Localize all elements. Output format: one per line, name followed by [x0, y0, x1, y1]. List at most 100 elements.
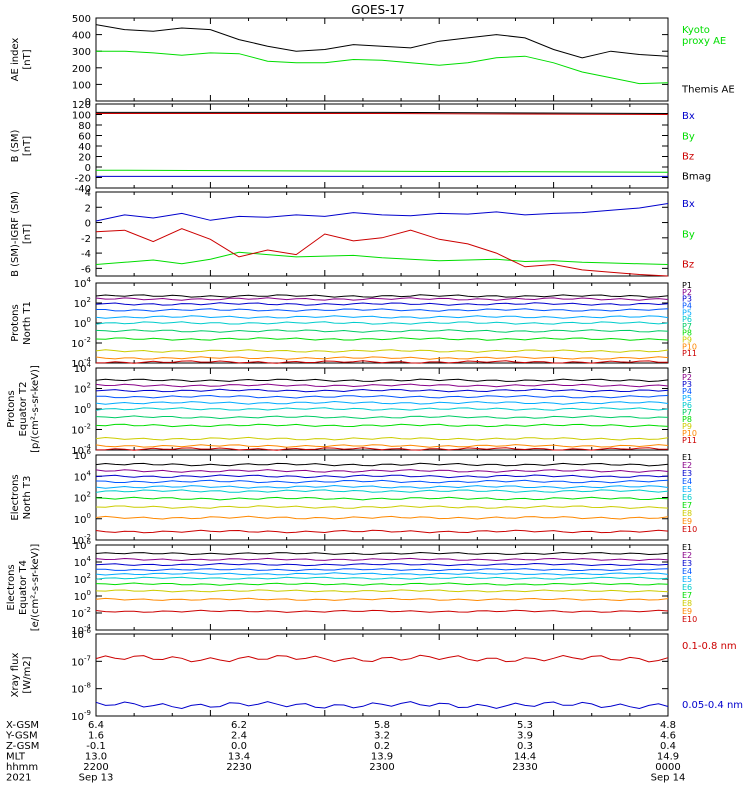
- series-pnorth-p2: [95, 297, 669, 301]
- y-tick-label: 500: [72, 14, 91, 25]
- ephemeris-value: 14.4: [514, 752, 536, 763]
- legend-label: E3: [682, 469, 692, 478]
- legend-label: Themis AE: [681, 85, 735, 96]
- y-tick-label: 100: [72, 80, 91, 91]
- series-enorth-e10: [95, 529, 669, 534]
- series-pnorth-p9: [95, 349, 669, 353]
- ephemeris-value: 2330: [512, 762, 537, 773]
- ephemeris-value: 5.8: [374, 720, 390, 731]
- y-tick-label: 0: [85, 163, 91, 174]
- y-tick-label: 40: [78, 142, 91, 153]
- legend-label: P3: [682, 295, 692, 304]
- legend-label: E1: [682, 453, 692, 462]
- series-enorth-e8: [95, 505, 669, 509]
- series-bsm-bmag: [96, 111, 669, 114]
- ephemeris-value: Sep 14: [651, 773, 686, 784]
- legend-label: P9: [682, 422, 692, 431]
- legend-label: P5: [682, 308, 692, 317]
- ephemeris-label: X-GSM: [6, 720, 39, 731]
- series-ae-kyoto-proxy-ae: [96, 50, 669, 85]
- legend-label: E2: [682, 551, 692, 560]
- legend-label: E7: [682, 501, 692, 510]
- y-tick-label: 104: [74, 469, 92, 483]
- series-eequator-e3: [95, 562, 669, 567]
- ephemeris-value: 5.3: [517, 720, 533, 731]
- series-pequator-p6: [95, 407, 669, 411]
- legend-label: P4: [682, 301, 692, 310]
- legend-label: E5: [682, 485, 692, 494]
- legend-label: E8: [682, 599, 692, 608]
- series-enorth-e7: [95, 496, 669, 501]
- series-pnorth-p7: [95, 329, 669, 333]
- y-tick-label: 102: [74, 382, 91, 396]
- y-axis-label: North T1: [22, 301, 33, 345]
- y-tick-label: 200: [72, 64, 91, 75]
- legend-label: Bx: [682, 111, 695, 122]
- series-pequator-p11: [95, 447, 669, 451]
- legend-label: P1: [682, 281, 692, 290]
- legend-label: E7: [682, 591, 692, 600]
- y-tick-label: 60: [78, 132, 91, 143]
- y-tick-label: 100: [74, 512, 91, 526]
- ephemeris-value: 13.4: [228, 752, 250, 763]
- ephemeris-value: 2.4: [231, 731, 247, 742]
- ephemeris-label: MLT: [6, 752, 26, 763]
- series-eequator-e7: [95, 582, 669, 586]
- ephemeris-value: 13.0: [85, 752, 107, 763]
- legend-label: E4: [682, 567, 692, 576]
- series-enorth-e5: [95, 484, 669, 489]
- legend-label: E9: [682, 517, 692, 526]
- y-tick-label: 20: [78, 153, 91, 164]
- legend-label: P8: [682, 329, 692, 338]
- ephemeris-value: 14.9: [657, 752, 679, 763]
- y-axis-label: [W/m2]: [22, 656, 33, 693]
- legend-label: E6: [682, 493, 692, 502]
- y-tick-label: 120: [72, 100, 91, 111]
- series-pnorth-p11: [95, 360, 668, 364]
- legend-label: By: [682, 229, 695, 240]
- legend-label: Bmag: [682, 172, 711, 183]
- y-tick-label: -40: [75, 184, 91, 195]
- ephemeris-value: 1.6: [88, 731, 104, 742]
- series-pnorth-p4: [96, 308, 669, 312]
- legend-label: E3: [682, 559, 692, 568]
- legend-label: E5: [682, 575, 692, 584]
- ephemeris-value: 6.2: [231, 720, 247, 731]
- ephemeris-table: X-GSM 6.4 6.2 5.8 5.3 4.8 Y-GSM 1.6 2.4 3.2 3.9 4.6…: [5, 720, 685, 784]
- ephemeris-value: 0.0: [231, 741, 247, 752]
- y-tick-label: 104: [74, 361, 92, 375]
- y-axis-label: [nT]: [22, 49, 33, 69]
- y-tick-label: 4: [85, 188, 91, 199]
- legend-label: Bz: [682, 260, 694, 271]
- series-enorth-e2: [95, 469, 669, 473]
- y-tick-label: 10-2: [71, 423, 91, 437]
- legend-label: E2: [682, 461, 692, 470]
- y-axis-label: North T3: [22, 476, 33, 520]
- legend-label: 0.1-0.8 nm: [682, 641, 737, 652]
- y-axis-label: [e/(cm²-s-sr-keV)]: [30, 544, 41, 632]
- series-pnorth-p3: [95, 302, 669, 306]
- legend-label: E10: [682, 615, 697, 624]
- legend-label: E10: [682, 525, 697, 534]
- y-tick-label: 100: [74, 316, 91, 330]
- ephemeris-label: Z-GSM: [6, 741, 39, 752]
- y-tick-label: 0: [85, 219, 91, 230]
- y-tick-label: 100: [72, 111, 91, 122]
- legend-label: P11: [682, 349, 697, 358]
- legend-label: P2: [682, 373, 692, 382]
- series-pequator-p10: [95, 444, 669, 448]
- y-tick-label: 10-2: [71, 336, 91, 350]
- y-axis-label: [nT]: [22, 224, 33, 244]
- series-eequator-e4: [95, 568, 669, 572]
- series-pequator-p5: [95, 400, 669, 405]
- y-axis-label: [p/(cm²-s-sr-keV)]: [30, 365, 41, 453]
- ephemeris-value: 6.4: [88, 720, 104, 731]
- legend-label: P5: [682, 394, 692, 403]
- legend-label: Bz: [682, 151, 694, 162]
- series-pnorth-p5: [95, 315, 669, 319]
